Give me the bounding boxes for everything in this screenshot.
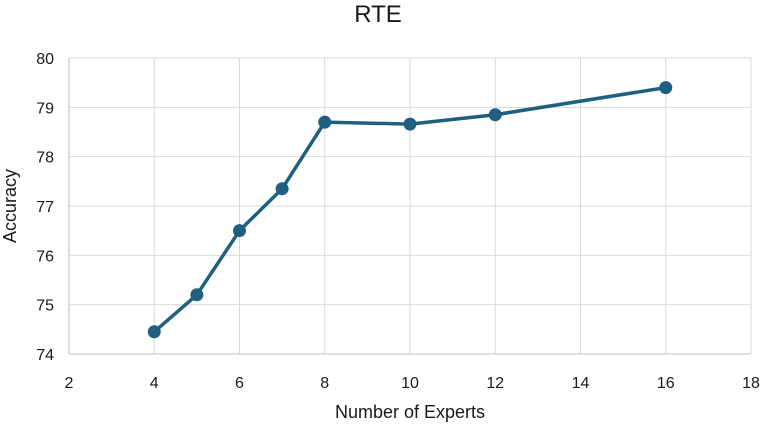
x-tick-label: 14	[572, 375, 590, 392]
x-tick-label: 2	[65, 375, 74, 392]
axes	[68, 58, 751, 355]
y-tick-labels: 74 75 76 77 78 79 80	[36, 51, 54, 364]
series-layer	[147, 81, 673, 339]
y-tick-label: 77	[36, 199, 54, 216]
x-tick-label: 18	[742, 375, 760, 392]
data-point	[147, 325, 161, 339]
grid	[69, 57, 752, 354]
y-tick-label: 76	[36, 248, 54, 265]
data-point	[659, 81, 673, 95]
data-point	[488, 108, 502, 122]
x-tick-label: 10	[401, 375, 419, 392]
x-tick-label: 16	[657, 375, 675, 392]
y-tick-label: 80	[36, 51, 54, 68]
data-point	[275, 182, 289, 196]
x-tick-label: 12	[486, 375, 504, 392]
x-axis-label: Number of Experts	[335, 402, 485, 422]
chart-title: RTE	[354, 1, 402, 28]
y-axis-label: Accuracy	[0, 169, 20, 243]
data-point	[233, 224, 246, 238]
y-tick-label: 78	[36, 150, 54, 167]
data-point	[318, 115, 332, 129]
y-tick-label: 74	[36, 347, 54, 364]
x-tick-label: 4	[150, 375, 159, 392]
y-tick-label: 75	[36, 298, 54, 315]
x-tick-label: 8	[320, 375, 329, 392]
x-tick-label: 6	[235, 375, 244, 392]
data-point	[403, 117, 417, 131]
series-line	[152, 85, 668, 334]
x-tick-labels: 2 4 6 8 10 12 14 16 18	[65, 375, 760, 392]
data-point	[190, 288, 204, 302]
y-tick-label: 79	[36, 100, 54, 117]
